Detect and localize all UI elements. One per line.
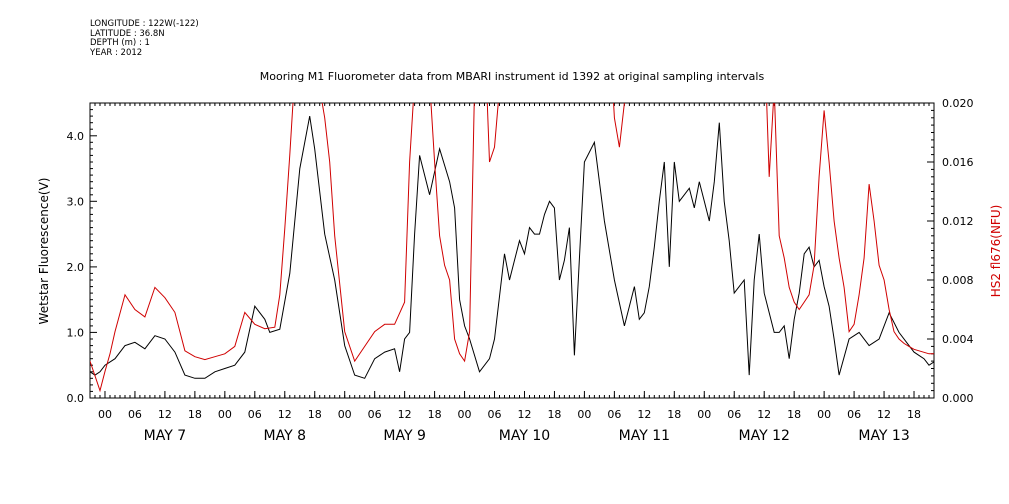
x-hour-tick-label: 18 bbox=[907, 408, 921, 421]
x-hour-tick-label: 12 bbox=[398, 408, 412, 421]
y-left-tick-label: 0.0 bbox=[67, 392, 85, 405]
depth-label: DEPTH (m) : 1 bbox=[90, 38, 150, 48]
x-hour-tick-label: 06 bbox=[607, 408, 621, 421]
x-hour-tick-label: 00 bbox=[218, 408, 232, 421]
y-right-tick-label: 0.004 bbox=[942, 333, 974, 346]
y-right-tick-label: 0.016 bbox=[942, 156, 974, 169]
plot-area bbox=[90, 103, 934, 393]
y-right-tick-label: 0.020 bbox=[942, 97, 974, 110]
x-hour-tick-label: 06 bbox=[368, 408, 382, 421]
x-hour-tick-label: 12 bbox=[278, 408, 292, 421]
x-day-label: MAY 8 bbox=[264, 428, 306, 444]
x-hour-tick-label: 06 bbox=[488, 408, 502, 421]
x-day-label: MAY 9 bbox=[383, 428, 425, 444]
chart-title: Mooring M1 Fluorometer data from MBARI i… bbox=[260, 70, 765, 83]
longitude-label: LONGITUDE : 122W(-122) bbox=[90, 19, 199, 29]
x-day-label: MAY 11 bbox=[619, 428, 670, 444]
x-hour-tick-label: 18 bbox=[787, 408, 801, 421]
plot-frame bbox=[89, 102, 935, 399]
x-hour-tick-label: 00 bbox=[458, 408, 472, 421]
x-day-label: MAY 12 bbox=[739, 428, 790, 444]
wetstar-fluorescence-line bbox=[90, 116, 934, 379]
hs2-fl676-line bbox=[90, 103, 934, 393]
x-hour-tick-label: 18 bbox=[308, 408, 322, 421]
left-axis-label: Wetstar Fluorescence(V) bbox=[37, 178, 51, 325]
x-day-label: MAY 13 bbox=[858, 428, 909, 444]
x-hour-tick-label: 00 bbox=[697, 408, 711, 421]
x-hour-tick-label: 00 bbox=[338, 408, 352, 421]
x-hour-tick-label: 18 bbox=[188, 408, 202, 421]
x-hour-tick-label: 12 bbox=[757, 408, 771, 421]
x-hour-tick-label: 12 bbox=[637, 408, 651, 421]
y-right-tick-label: 0.012 bbox=[942, 215, 974, 228]
year-label: YEAR : 2012 bbox=[90, 47, 143, 58]
x-day-label: MAY 7 bbox=[144, 428, 186, 444]
x-hour-tick-label: 06 bbox=[248, 408, 262, 421]
metadata-block: LONGITUDE : 122W(-122) LATITUDE : 36.8N … bbox=[90, 19, 199, 58]
x-hour-tick-label: 00 bbox=[817, 408, 831, 421]
x-hour-tick-label: 18 bbox=[547, 408, 561, 421]
x-hour-tick-label: 12 bbox=[158, 408, 172, 421]
x-day-label: MAY 10 bbox=[499, 428, 550, 444]
x-hour-tick-label: 00 bbox=[577, 408, 591, 421]
y-left-tick-label: 3.0 bbox=[67, 195, 85, 208]
x-hour-tick-label: 00 bbox=[98, 408, 112, 421]
x-hour-tick-label: 06 bbox=[847, 408, 861, 421]
y-right-tick-label: 0.000 bbox=[942, 392, 974, 405]
x-hour-tick-label: 18 bbox=[667, 408, 681, 421]
y-left-tick-label: 4.0 bbox=[67, 130, 85, 143]
y-left-tick-label: 2.0 bbox=[67, 261, 85, 274]
x-hour-tick-label: 12 bbox=[877, 408, 891, 421]
x-hour-tick-label: 06 bbox=[128, 408, 142, 421]
y-left-tick-label: 1.0 bbox=[67, 326, 85, 339]
latitude-label: LATITUDE : 36.8N bbox=[90, 28, 165, 39]
x-hour-tick-label: 18 bbox=[428, 408, 442, 421]
x-hour-tick-label: 12 bbox=[517, 408, 531, 421]
axes-group: 00 06 12 18 00 06 12 18 00 06 12 18 00 06 12 18 00 06 12 18… bbox=[67, 97, 974, 444]
x-hour-tick-label: 06 bbox=[727, 408, 741, 421]
y-right-tick-label: 0.008 bbox=[942, 274, 974, 287]
right-axis-label: HS2 fl676(NFU) bbox=[989, 205, 1003, 298]
